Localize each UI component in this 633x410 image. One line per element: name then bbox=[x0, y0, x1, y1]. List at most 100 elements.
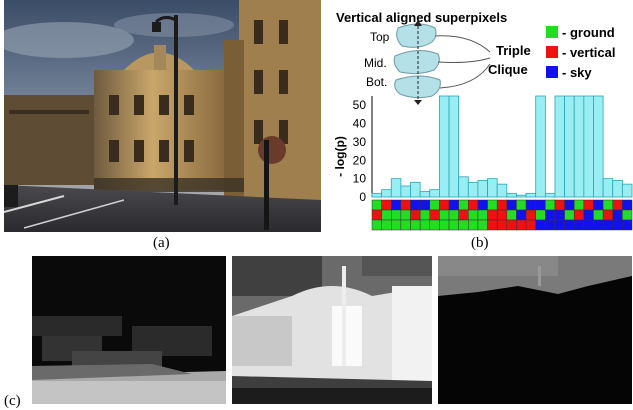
label-grid-cell bbox=[602, 199, 613, 211]
label-grid-cell bbox=[410, 199, 421, 211]
label-grid-cell bbox=[535, 219, 546, 231]
label-grid-cell bbox=[573, 219, 585, 231]
label-grid-cell bbox=[593, 209, 604, 221]
label-grid-cell bbox=[458, 199, 469, 211]
street-photo bbox=[4, 0, 321, 232]
caption-c: (c) bbox=[4, 393, 21, 409]
label-grid-cell bbox=[554, 199, 565, 211]
label-grid-cell bbox=[371, 219, 382, 231]
label-grid-cell bbox=[448, 209, 459, 221]
caption-a: (a) bbox=[153, 235, 170, 251]
label-grid-cell bbox=[429, 209, 440, 221]
label-grid-cell bbox=[622, 199, 633, 211]
label-grid-cell bbox=[410, 209, 421, 221]
label-grid-cell bbox=[622, 209, 633, 221]
label-grid-cell bbox=[391, 219, 402, 231]
legend-item-vertical: - vertical bbox=[546, 42, 615, 62]
label-grid-cell bbox=[429, 199, 440, 211]
label-grid-cell bbox=[496, 219, 508, 231]
label-grid-cell bbox=[545, 219, 556, 231]
superpixel-stack-illustration bbox=[393, 20, 491, 105]
bar bbox=[554, 95, 565, 198]
label-grid-cell bbox=[535, 199, 546, 211]
triple-label: Triple bbox=[496, 43, 531, 58]
label-grid-cell bbox=[468, 219, 479, 231]
label-grid-cell bbox=[545, 209, 556, 221]
energy-bar-chart: 0 10 20 30 40 50 - log(p) bbox=[333, 95, 633, 231]
label-grid-cell bbox=[593, 199, 604, 211]
label-grid-cell bbox=[583, 219, 594, 231]
legend-item-ground: - ground bbox=[546, 22, 615, 42]
label-grid-cell bbox=[525, 199, 536, 211]
label-grid-cell bbox=[439, 219, 450, 231]
bar bbox=[593, 95, 604, 198]
bar bbox=[419, 191, 431, 198]
bar bbox=[439, 95, 450, 198]
label-grid-cell bbox=[400, 209, 411, 221]
label-grid-cell bbox=[535, 209, 546, 221]
bar bbox=[477, 180, 488, 198]
label-grid-cell bbox=[477, 219, 488, 231]
bar bbox=[467, 181, 479, 198]
bar bbox=[390, 178, 402, 198]
label-grid-cell bbox=[371, 209, 382, 221]
diagram-title: Vertical aligned superpixels bbox=[336, 10, 508, 25]
label-bot: Bot. bbox=[366, 75, 388, 89]
label-grid-cell bbox=[564, 199, 575, 211]
label-grid-cell bbox=[448, 199, 459, 211]
bar bbox=[516, 194, 527, 198]
label-grid-cell bbox=[468, 209, 479, 221]
label-grid-cell bbox=[429, 219, 440, 231]
label-grid-cell bbox=[439, 209, 450, 221]
label-grid-cell bbox=[419, 219, 431, 231]
bar bbox=[400, 185, 411, 198]
label-grid-cell bbox=[391, 209, 402, 221]
label-grid-cell bbox=[458, 209, 469, 221]
label-grid-cell bbox=[496, 199, 508, 211]
bar bbox=[535, 95, 546, 198]
bar bbox=[448, 95, 460, 198]
bar bbox=[381, 189, 392, 198]
y-tick-label: 0 bbox=[359, 190, 366, 204]
label-top: Top bbox=[370, 30, 390, 44]
bar bbox=[583, 95, 594, 198]
sky-probability-map bbox=[438, 256, 632, 404]
label-grid-cell bbox=[371, 199, 382, 211]
bar bbox=[612, 180, 623, 198]
label-mid: Mid. bbox=[364, 56, 387, 70]
label-grid-cell bbox=[612, 199, 623, 211]
vertical-probability-map bbox=[232, 256, 432, 404]
label-grid-cell bbox=[516, 199, 527, 211]
label-grid-cell bbox=[468, 199, 479, 211]
legend: - ground - vertical - sky bbox=[546, 22, 615, 82]
label-grid-cell bbox=[583, 199, 594, 211]
bar bbox=[410, 181, 421, 198]
label-grid-cell bbox=[410, 219, 421, 231]
legend-item-sky: - sky bbox=[546, 62, 615, 82]
label-grid-cell bbox=[525, 219, 536, 231]
y-tick-label: 30 bbox=[353, 135, 367, 149]
bar bbox=[621, 183, 633, 198]
label-grid-cell bbox=[487, 209, 498, 221]
label-grid-cell bbox=[622, 219, 633, 231]
label-grid-cell bbox=[419, 209, 431, 221]
label-grid-cell bbox=[400, 199, 411, 211]
label-grid-cell bbox=[583, 209, 594, 221]
label-grid-cell bbox=[439, 199, 450, 211]
label-grid-cell bbox=[400, 219, 411, 231]
bar bbox=[496, 183, 508, 198]
clique-label: Clique bbox=[488, 62, 528, 77]
bar bbox=[458, 176, 469, 198]
label-grid-cell bbox=[573, 199, 585, 211]
bar bbox=[429, 189, 440, 198]
label-grid-cell bbox=[419, 199, 431, 211]
bar bbox=[506, 192, 517, 198]
label-grid-cell bbox=[602, 219, 613, 231]
label-grid-cell bbox=[573, 209, 585, 221]
y-tick-label: 10 bbox=[353, 172, 367, 186]
label-grid-cell bbox=[391, 199, 402, 211]
label-grid-cell bbox=[448, 219, 459, 231]
label-grid-cell bbox=[381, 199, 392, 211]
legend-label-vertical: - vertical bbox=[562, 44, 616, 60]
label-grid-cell bbox=[602, 209, 613, 221]
